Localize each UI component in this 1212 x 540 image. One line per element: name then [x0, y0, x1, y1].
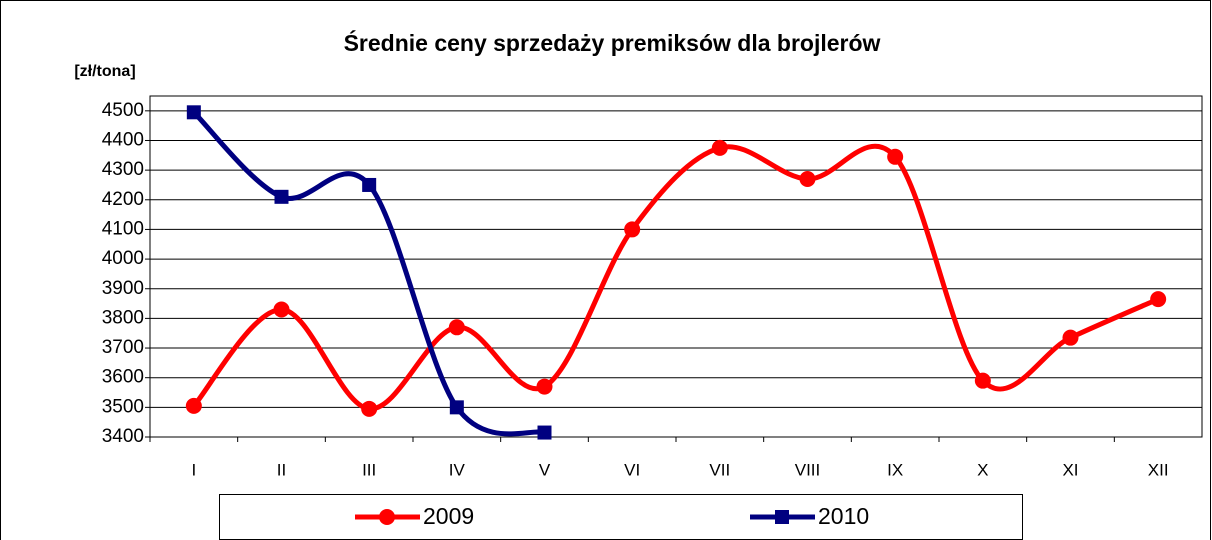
data-point	[536, 378, 553, 395]
y-tick-label: 4300	[102, 159, 144, 180]
y-tick-label: 3500	[102, 396, 144, 417]
data-point	[624, 221, 641, 238]
y-axis-label: [zł/tona]	[74, 63, 135, 80]
legend-marker	[379, 509, 395, 525]
data-point	[361, 400, 378, 417]
x-tick-label: IV	[449, 460, 466, 479]
data-point	[1062, 329, 1079, 346]
data-point	[274, 189, 289, 204]
data-point	[185, 397, 202, 414]
y-tick-label: 4400	[102, 129, 144, 150]
x-tick-label: IX	[887, 460, 903, 479]
x-tick-label: XI	[1062, 460, 1078, 479]
y-tick-label: 4000	[102, 248, 144, 269]
x-tick-label: VIII	[795, 460, 821, 479]
x-tick-label: XII	[1148, 460, 1169, 479]
y-tick-label: 4200	[102, 189, 144, 210]
x-tick-label: VII	[709, 460, 730, 479]
data-point	[362, 177, 377, 192]
data-point	[887, 148, 904, 165]
data-point	[449, 400, 464, 415]
x-tick-label: I	[191, 460, 196, 479]
x-tick-label: V	[539, 460, 551, 479]
data-point	[186, 105, 201, 120]
data-point	[273, 301, 290, 318]
data-point	[537, 425, 552, 440]
x-tick-label: II	[277, 460, 286, 479]
y-tick-label: 4100	[102, 218, 144, 239]
data-point	[448, 319, 465, 336]
x-tick-label: X	[977, 460, 988, 479]
chart-title: Średnie ceny sprzedaży premiksów dla bro…	[344, 29, 881, 56]
data-point	[1150, 291, 1167, 308]
y-tick-label: 4500	[102, 100, 144, 121]
y-tick-label: 3900	[102, 278, 144, 299]
plot-area	[149, 95, 1203, 438]
x-tick-label: VI	[624, 460, 640, 479]
x-tick-label: III	[362, 460, 376, 479]
legend-box	[219, 494, 1023, 540]
data-point	[799, 171, 816, 188]
y-tick-label: 3600	[102, 367, 144, 388]
legend-marker	[775, 510, 789, 524]
data-point	[711, 139, 728, 156]
y-tick-label: 3400	[102, 426, 144, 447]
data-point	[974, 372, 991, 389]
y-tick-label: 3700	[102, 337, 144, 358]
y-tick-label: 3800	[102, 307, 144, 328]
legend-label: 2010	[818, 503, 869, 529]
legend-label: 2009	[423, 503, 474, 529]
